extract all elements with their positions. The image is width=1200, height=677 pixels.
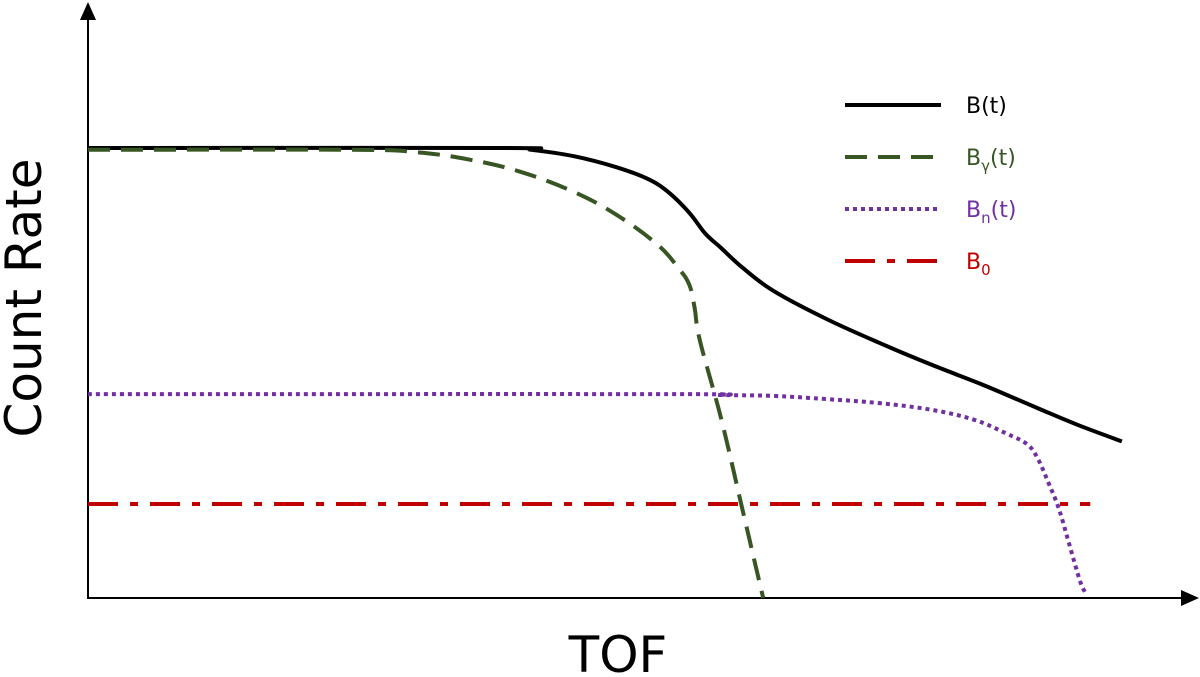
legend-label: B(t) [966, 94, 1007, 119]
series-layer [87, 145, 1123, 599]
legend-b-t: B(t) [845, 94, 1007, 119]
legend-label: Bn(t) [966, 198, 1016, 227]
legend-label: B0 [966, 250, 991, 279]
legend-b-gamma-t: Bγ(t) [845, 146, 1016, 175]
axes [80, 2, 1199, 606]
series-b-gamma-t-line [87, 147, 766, 599]
x-axis-title: TOF [568, 626, 668, 677]
series-b-t-line [87, 145, 1123, 444]
legend-b0: B0 [845, 250, 991, 279]
y-axis-title: Count Rate [0, 158, 53, 437]
legend: B(t) Bγ(t) Bn(t) B0 [845, 94, 1016, 279]
series-b-n-t-line [87, 392, 1087, 594]
x-axis-arrow [1181, 590, 1199, 606]
legend-b-n-t: Bn(t) [845, 198, 1016, 227]
y-axis-arrow [80, 2, 96, 20]
legend-label: Bγ(t) [966, 146, 1016, 175]
